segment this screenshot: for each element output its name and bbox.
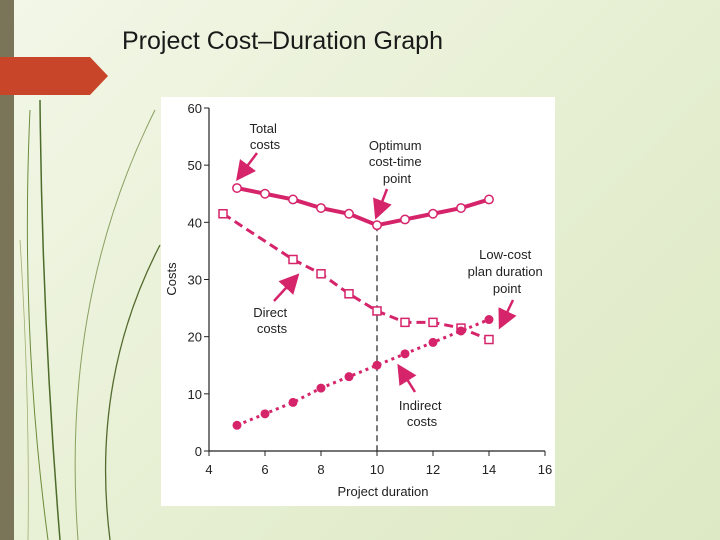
data-point	[372, 360, 382, 370]
data-point	[316, 383, 326, 393]
data-point	[260, 409, 270, 419]
data-point	[232, 420, 242, 430]
y-tick-label: 10	[188, 387, 202, 402]
data-point	[288, 397, 298, 407]
data-point	[344, 208, 354, 219]
data-point	[316, 203, 326, 213]
y-tick-label: 0	[195, 444, 202, 459]
arrow-indirect-costs	[397, 363, 417, 393]
x-tick-label: 14	[482, 462, 496, 477]
x-tick-label: 10	[370, 462, 384, 477]
y-axis-label: Costs	[164, 262, 179, 296]
data-point	[456, 326, 466, 336]
data-point	[218, 209, 228, 219]
annotation-indirect-costs: Indirect costs	[399, 398, 445, 429]
y-tick-label: 40	[188, 215, 202, 230]
annotation-direct-costs: Direct costs	[253, 305, 291, 336]
data-point	[428, 337, 438, 347]
x-tick-label: 8	[317, 462, 324, 477]
data-point	[288, 254, 298, 265]
annotation-total-costs: Total costs	[249, 121, 280, 152]
data-point	[288, 194, 298, 205]
decorative-lines	[19, 99, 161, 540]
data-point	[484, 315, 494, 325]
data-point	[372, 220, 382, 231]
data-point	[484, 194, 494, 205]
data-point	[344, 372, 354, 382]
data-point	[400, 349, 410, 359]
y-tick-label: 30	[188, 273, 202, 288]
arrow-low-cost-point	[498, 299, 517, 330]
x-tick-label: 6	[261, 462, 268, 477]
cost-duration-chart: 0 10 20 30 40 50 60 4 6 8 10 12 14 16 Costs Project d…	[164, 101, 552, 499]
data-point	[260, 188, 270, 199]
chart-panel: 0 10 20 30 40 50 60 4 6 8 10 12 14 16 Costs Project d…	[161, 97, 555, 506]
title-accent-tab	[0, 57, 108, 95]
data-point	[428, 208, 438, 219]
data-point	[372, 306, 382, 316]
data-point	[428, 317, 438, 328]
left-decor-band	[0, 0, 14, 540]
annotation-optimum-point: Optimum cost-time point	[369, 138, 425, 186]
x-axis-label: Project duration	[337, 484, 428, 499]
x-tick-label: 12	[426, 462, 440, 477]
arrow-total-costs	[236, 152, 258, 181]
data-point	[400, 214, 410, 225]
data-point	[316, 269, 326, 279]
series-line-0	[236, 186, 490, 228]
x-tick-label: 16	[538, 462, 552, 477]
arrow-optimum-point	[373, 188, 392, 220]
x-tick-label: 4	[205, 462, 212, 477]
arrow-direct-costs	[273, 273, 300, 302]
y-tick-label: 60	[188, 101, 202, 116]
data-point	[400, 317, 410, 328]
annotation-low-cost-point: Low-cost plan duration point	[468, 247, 547, 296]
page-title: Project Cost–Duration Graph	[122, 27, 443, 55]
data-point	[232, 183, 242, 193]
data-point	[344, 289, 354, 299]
y-tick-label: 20	[188, 330, 202, 345]
y-tick-label: 50	[188, 158, 202, 173]
data-point	[456, 203, 466, 213]
data-point	[484, 334, 494, 345]
